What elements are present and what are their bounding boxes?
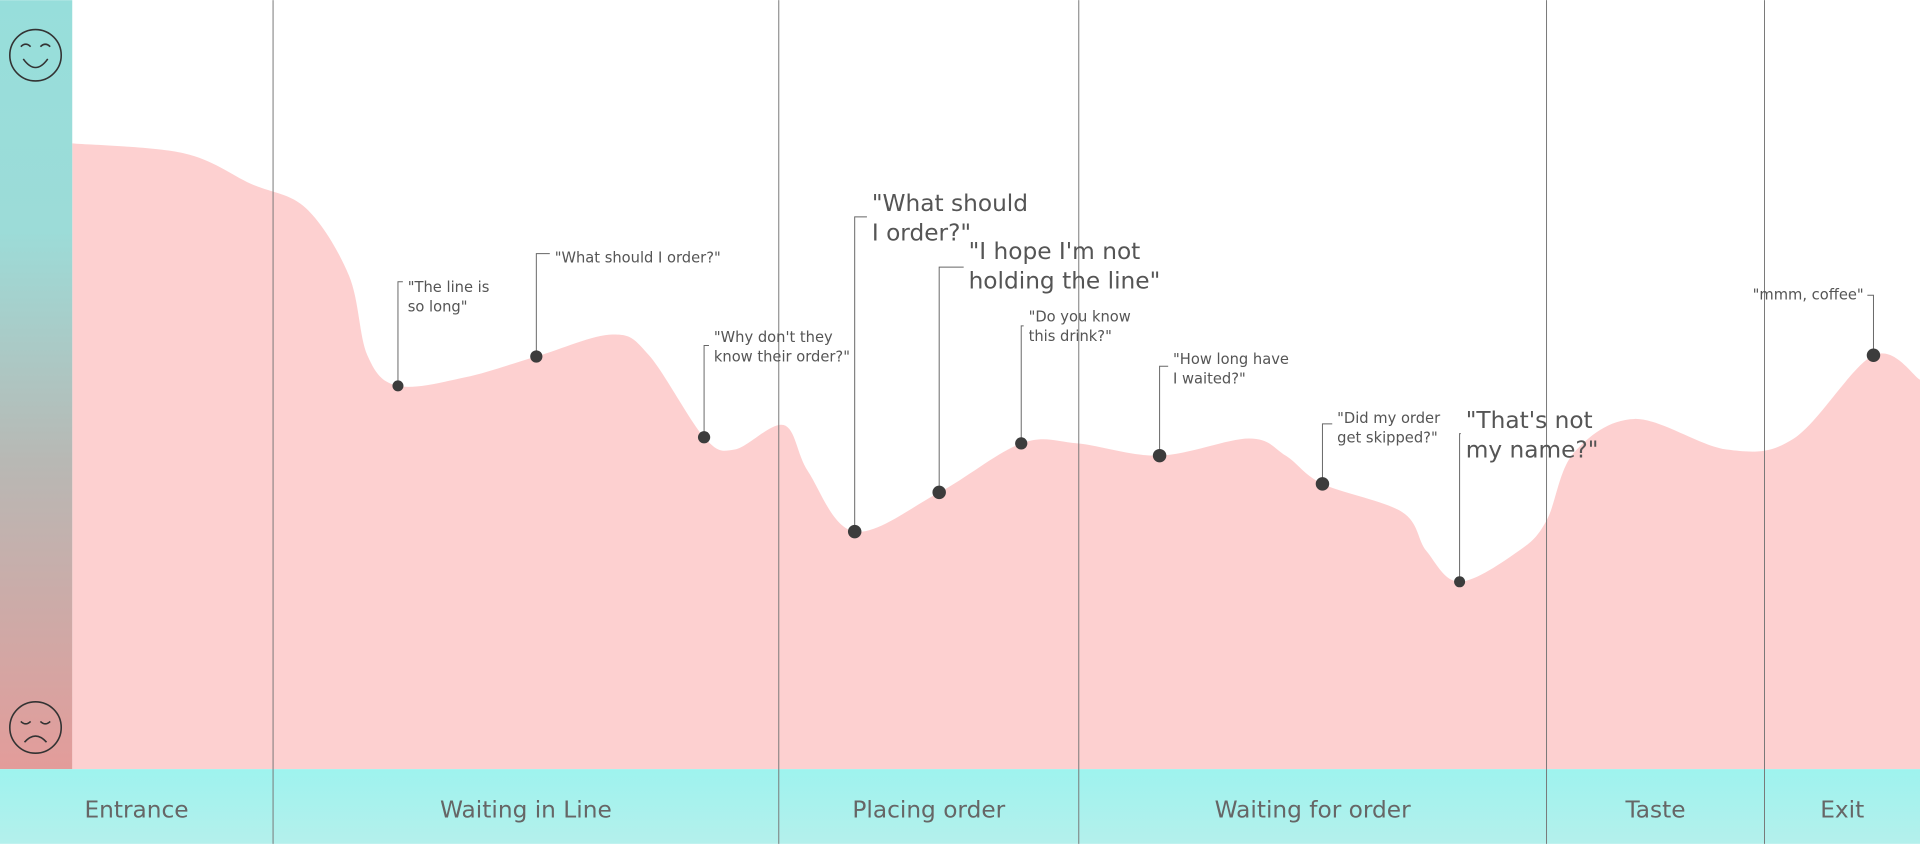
quote-point: [1015, 437, 1028, 450]
leader-line: [1020, 325, 1024, 444]
quote-text: "Did my order: [1337, 410, 1441, 427]
stage-band: [0, 769, 1920, 844]
leader-line: [854, 216, 867, 532]
quote-point: [1152, 448, 1167, 463]
quote-text: I order?": [872, 220, 971, 247]
quote-text: "I hope I'm not: [969, 238, 1141, 265]
quote-point: [392, 380, 404, 392]
sad-face: [8, 701, 63, 755]
quote-point: [932, 485, 946, 500]
quote-point: [1454, 576, 1466, 588]
stage-label: Taste: [1624, 796, 1685, 823]
quote-text: "What should: [872, 190, 1028, 217]
leader-line: [1867, 294, 1874, 356]
stage-label: Placing order: [852, 796, 1005, 823]
quote-point: [1866, 348, 1881, 362]
leader-line: [535, 253, 550, 357]
quote-text: holding the line": [969, 267, 1161, 294]
quote-point: [847, 524, 862, 539]
quote-text: this drink?": [1029, 328, 1112, 345]
quote-text: "How long have: [1173, 351, 1289, 368]
quote-point: [530, 350, 543, 363]
stage-label: Waiting in Line: [440, 796, 612, 823]
quote-text: "The line is: [408, 279, 490, 296]
leader-line: [1159, 365, 1169, 456]
quote-text: know their order?": [714, 349, 850, 366]
quote-text: "That's not: [1466, 407, 1593, 434]
emotion-scale-bar: [0, 0, 73, 770]
stage-label: Waiting for order: [1215, 796, 1411, 823]
quote-text: "Do you know: [1029, 308, 1131, 325]
emotion-area: [72, 143, 1920, 770]
quote-text: "What should I order?": [555, 250, 721, 267]
quote-text: get skipped?": [1337, 430, 1438, 447]
happy-face: [8, 28, 63, 82]
leader-line: [1459, 433, 1461, 582]
leader-line: [703, 344, 709, 438]
quote-text: so long": [408, 299, 468, 316]
quote-text: "mmm, coffee": [1753, 286, 1864, 303]
stage-label: Exit: [1820, 796, 1864, 823]
quote-text: my name?": [1466, 436, 1599, 463]
quote-text: "Why don't they: [714, 329, 833, 346]
leader-line: [397, 281, 403, 386]
stage-label: Entrance: [84, 796, 188, 823]
leader-line: [1321, 423, 1333, 484]
quote-text: I waited?": [1173, 371, 1246, 388]
leader-line: [938, 266, 964, 493]
quote-point: [1315, 477, 1330, 491]
quote-point: [697, 431, 711, 444]
